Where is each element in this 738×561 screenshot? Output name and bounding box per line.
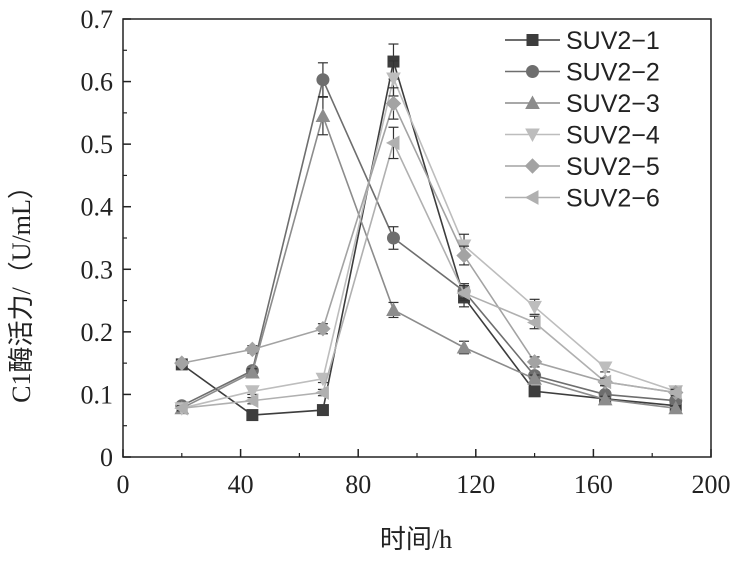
legend-item: SUV2−3 xyxy=(505,90,660,118)
series-line xyxy=(181,77,676,407)
legend-item: SUV2−1 xyxy=(505,27,660,55)
series-line xyxy=(181,113,676,409)
data-point xyxy=(456,247,472,264)
legend-label: SUV2−3 xyxy=(566,90,660,118)
series-6 xyxy=(174,126,682,416)
data-point xyxy=(245,385,260,399)
legend-item: SUV2−6 xyxy=(505,185,660,213)
y-tick-label: 0.4 xyxy=(81,193,114,222)
y-tick-label: 0.2 xyxy=(81,318,114,347)
data-point xyxy=(527,315,541,330)
data-point xyxy=(386,302,401,316)
legend-item: SUV2−4 xyxy=(505,122,660,150)
legend-label: SUV2−5 xyxy=(566,153,660,181)
legend-marker xyxy=(526,65,539,78)
data-point xyxy=(244,393,259,409)
data-point xyxy=(245,364,260,379)
y-tick-label: 0.7 xyxy=(81,5,114,34)
x-tick-label: 0 xyxy=(117,470,130,499)
legend-label: SUV2−6 xyxy=(566,185,660,213)
series-layer xyxy=(174,43,684,422)
data-point xyxy=(526,354,543,370)
data-point xyxy=(456,285,471,301)
data-point xyxy=(385,135,400,151)
y-tick-label: 0 xyxy=(100,443,113,472)
legend-marker xyxy=(525,128,540,143)
data-point xyxy=(315,321,331,337)
legend-label: SUV2−4 xyxy=(566,122,660,150)
data-point xyxy=(527,300,542,315)
data-point xyxy=(528,385,541,398)
series-line xyxy=(181,75,676,409)
y-tick-label: 0.5 xyxy=(81,130,114,159)
data-point xyxy=(668,385,682,400)
legend-marker xyxy=(525,95,540,109)
x-tick-label: 40 xyxy=(228,470,254,499)
data-point xyxy=(315,385,329,400)
legend-item: SUV2−5 xyxy=(505,153,660,181)
data-point xyxy=(246,409,259,422)
x-axis-title: 时间/h xyxy=(380,525,452,554)
y-axis-title: C1酶活力/（U/mL） xyxy=(7,173,36,403)
data-point xyxy=(244,341,261,358)
legend-marker xyxy=(524,190,539,205)
legend: SUV2−1 SUV2−2 SUV2−3 SUV2−4 SUV2−5 SUV2−6 xyxy=(505,27,660,213)
legend-marker xyxy=(524,158,541,174)
y-tick-label: 0.3 xyxy=(81,255,114,284)
legend-item: SUV2−2 xyxy=(505,59,660,87)
data-point xyxy=(597,391,613,406)
data-point xyxy=(174,355,190,371)
legend-label: SUV2−2 xyxy=(566,59,660,87)
legend-label: SUV2−1 xyxy=(566,27,660,55)
legend-marker xyxy=(526,34,539,46)
data-point xyxy=(315,108,331,122)
x-tick-label: 160 xyxy=(574,470,613,499)
axes: 0 40 80 120 160 200 0 0.1 0.2 0.3 0.4 0.5 0.6 0.7 xyxy=(81,5,731,499)
y-tick-label: 0.6 xyxy=(81,68,114,97)
data-point xyxy=(668,400,684,415)
data-point xyxy=(385,95,402,112)
data-point xyxy=(174,400,188,416)
data-point xyxy=(456,339,472,354)
data-point xyxy=(527,371,542,385)
data-point xyxy=(386,72,401,86)
series-3 xyxy=(174,96,684,415)
series-line xyxy=(181,101,676,394)
data-point xyxy=(597,374,612,390)
y-tick-label: 0.1 xyxy=(81,380,114,409)
data-point xyxy=(316,404,329,417)
data-point xyxy=(316,73,330,87)
x-tick-label: 80 xyxy=(345,470,371,499)
x-tick-label: 120 xyxy=(456,470,495,499)
data-point xyxy=(597,361,613,376)
data-point xyxy=(386,231,400,245)
x-tick-label: 200 xyxy=(692,470,731,499)
series-line xyxy=(181,140,676,409)
